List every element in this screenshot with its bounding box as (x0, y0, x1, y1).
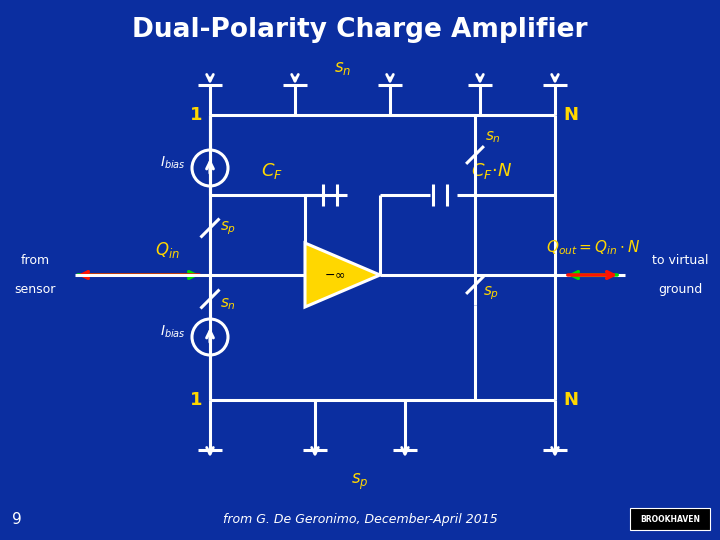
Text: N: N (563, 106, 578, 124)
Text: $s_p$: $s_p$ (351, 472, 369, 492)
Text: 1: 1 (189, 106, 202, 124)
Text: sensor: sensor (14, 283, 55, 296)
Text: Dual-Polarity Charge Amplifier: Dual-Polarity Charge Amplifier (132, 17, 588, 43)
Text: $C_F{\cdot}N$: $C_F{\cdot}N$ (472, 161, 513, 181)
Text: $-\infty$: $-\infty$ (324, 268, 346, 281)
Polygon shape (305, 243, 380, 307)
Text: $s_n$: $s_n$ (334, 59, 351, 77)
Text: BROOKHAVEN: BROOKHAVEN (640, 516, 700, 524)
Text: $s_p$: $s_p$ (220, 219, 236, 237)
Text: 1: 1 (189, 391, 202, 409)
Text: ground: ground (658, 283, 702, 296)
Text: $C_F$: $C_F$ (261, 161, 283, 181)
Text: $I_{bias}$: $I_{bias}$ (161, 324, 186, 340)
Text: to virtual: to virtual (652, 254, 708, 267)
Text: $s_n$: $s_n$ (485, 129, 501, 145)
Text: $I_{bias}$: $I_{bias}$ (161, 155, 186, 171)
Text: 9: 9 (12, 512, 22, 528)
Text: $s_p$: $s_p$ (483, 284, 499, 302)
Text: from: from (20, 254, 50, 267)
Text: N: N (563, 391, 578, 409)
Text: $Q_{in}$: $Q_{in}$ (155, 240, 180, 260)
Bar (630, 508, 710, 530)
Text: $s_n$: $s_n$ (220, 296, 236, 312)
Text: $Q_{out} = Q_{in} \cdot N$: $Q_{out} = Q_{in} \cdot N$ (546, 238, 640, 257)
Text: from G. De Geronimo, December-April 2015: from G. De Geronimo, December-April 2015 (222, 514, 498, 526)
